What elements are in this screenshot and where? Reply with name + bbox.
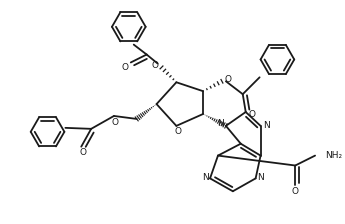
Text: O: O xyxy=(121,63,128,72)
Text: O: O xyxy=(292,187,299,196)
Text: N: N xyxy=(263,121,270,130)
Text: O: O xyxy=(80,148,87,157)
Text: N: N xyxy=(218,119,224,128)
Text: O: O xyxy=(151,61,158,70)
Text: O: O xyxy=(175,127,182,136)
Text: O: O xyxy=(248,110,255,119)
Text: N: N xyxy=(202,173,208,182)
Text: NH₂: NH₂ xyxy=(325,151,342,160)
Text: N: N xyxy=(257,173,264,182)
Text: O: O xyxy=(111,118,118,127)
Text: O: O xyxy=(224,75,231,84)
